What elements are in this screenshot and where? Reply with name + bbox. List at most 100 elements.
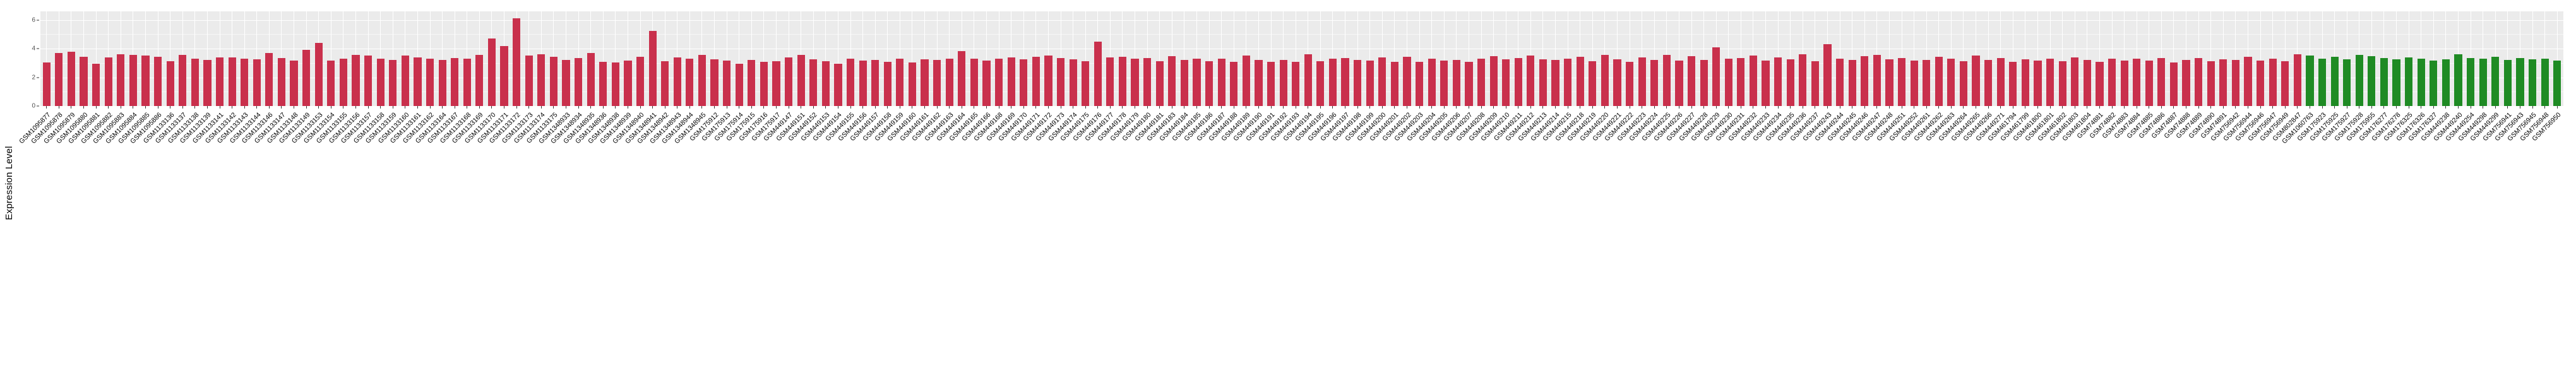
bar[interactable] [2108,59,2116,106]
bar[interactable] [1416,62,1424,106]
bar[interactable] [821,61,830,106]
bar[interactable] [1304,54,1312,106]
bar[interactable] [1366,61,1374,106]
bar[interactable] [1972,56,1980,106]
bar[interactable] [1056,57,1065,106]
bar[interactable] [104,57,112,106]
bar[interactable] [2330,57,2339,106]
bar[interactable] [2380,58,2388,106]
bar[interactable] [1242,56,1250,106]
bar[interactable] [55,52,63,106]
bar[interactable] [1069,59,1077,106]
bar[interactable] [1873,54,1881,106]
bar[interactable] [513,18,521,106]
bar[interactable] [883,62,891,106]
bar[interactable] [1465,62,1473,106]
bar[interactable] [129,55,137,106]
bar[interactable] [2479,59,2487,106]
bar[interactable] [42,62,51,106]
bar[interactable] [314,43,323,106]
bar[interactable] [797,54,805,106]
bar[interactable] [748,60,756,106]
bar[interactable] [154,57,162,106]
bar[interactable] [2528,59,2537,106]
bar[interactable] [80,56,88,106]
bar[interactable] [1724,59,1732,106]
bar[interactable] [1662,54,1671,106]
bar[interactable] [1267,62,1275,106]
bar[interactable] [1885,59,1893,106]
bar[interactable] [871,59,880,106]
bar[interactable] [2169,62,2178,106]
bar[interactable] [2343,59,2351,106]
bar[interactable] [1762,61,1770,106]
bar[interactable] [661,61,669,106]
bar[interactable] [1106,57,1114,106]
bar[interactable] [179,54,187,106]
bar[interactable] [1687,56,1696,106]
bar[interactable] [1638,57,1646,106]
bar[interactable] [624,60,632,106]
bar[interactable] [1082,61,1090,106]
bar[interactable] [809,59,818,106]
bar[interactable] [2231,60,2239,106]
bar[interactable] [203,59,212,106]
bar[interactable] [1737,58,1745,106]
bar[interactable] [599,61,607,106]
bar[interactable] [2368,56,2376,106]
bar[interactable] [1996,58,2005,106]
bar[interactable] [2491,57,2500,106]
bar[interactable] [896,59,904,106]
bar[interactable] [1279,59,1287,106]
bar[interactable] [2034,60,2042,106]
bar[interactable] [1020,59,1028,106]
bar[interactable] [2392,59,2400,106]
bar[interactable] [1452,59,1460,106]
bar[interactable] [1675,61,1683,106]
bar[interactable] [2257,60,2265,106]
bar[interactable] [1650,60,1659,106]
bar[interactable] [487,38,496,106]
bar[interactable] [352,55,360,106]
bar[interactable] [2541,59,2549,106]
bar[interactable] [1539,59,1547,106]
bar[interactable] [686,59,694,106]
bar[interactable] [2058,61,2066,106]
bar[interactable] [1205,61,1213,106]
bar[interactable] [1836,59,1844,106]
bar[interactable] [1786,59,1794,106]
bar[interactable] [537,54,546,106]
bar[interactable] [1799,54,1807,106]
bar[interactable] [710,59,719,106]
bar[interactable] [364,56,373,106]
bar[interactable] [587,52,595,106]
bar[interactable] [1749,56,1758,106]
bar[interactable] [1403,57,1411,106]
bar[interactable] [2083,59,2091,106]
bar[interactable] [475,54,484,106]
bar[interactable] [1316,61,1325,106]
bar[interactable] [1700,59,1708,106]
bar[interactable] [1984,60,1993,106]
bar[interactable] [2195,58,2203,106]
bar[interactable] [2157,57,2166,106]
bar[interactable] [2553,61,2561,106]
bar[interactable] [908,62,917,106]
bar[interactable] [1959,61,1968,106]
bar[interactable] [438,59,446,106]
bar[interactable] [2145,61,2153,106]
bar[interactable] [2405,57,2413,106]
bar[interactable] [1118,57,1127,106]
bar[interactable] [1155,61,1164,106]
bar[interactable] [2120,60,2128,106]
bar[interactable] [1428,59,1436,106]
bar[interactable] [401,56,409,106]
bar[interactable] [2281,61,2289,106]
bar[interactable] [1514,58,1522,106]
bar[interactable] [1947,59,1955,106]
bar[interactable] [389,60,397,106]
bar[interactable] [253,59,261,106]
bar[interactable] [1576,56,1584,106]
bar[interactable] [2306,56,2314,106]
bar[interactable] [2021,59,2029,106]
